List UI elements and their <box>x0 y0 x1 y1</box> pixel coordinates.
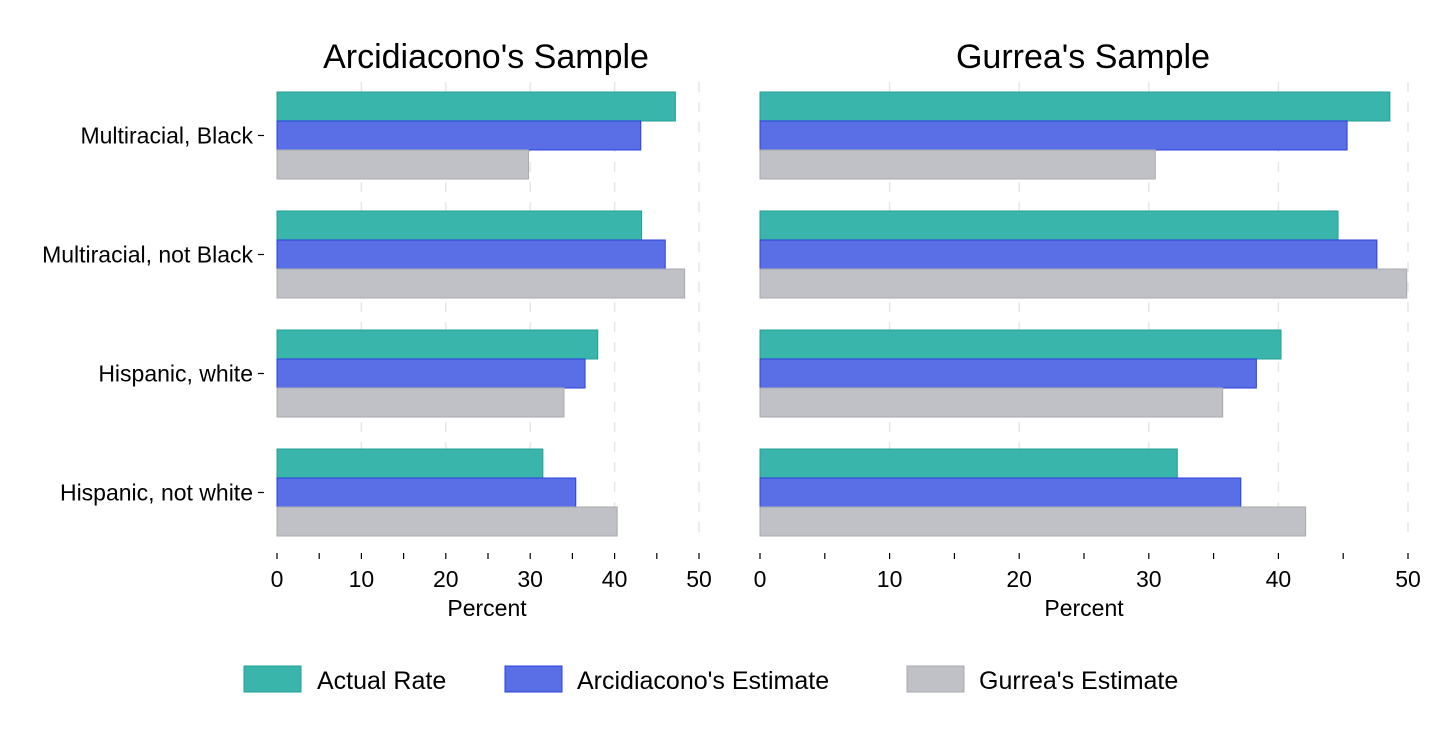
x-tick-label-50: 50 <box>1395 566 1421 592</box>
bar-multiracial-black-gurrea-s-estimate <box>276 149 530 180</box>
legend-label-gurrea-estimate: Gurrea's Estimate <box>979 667 1178 695</box>
legend-swatch-gurrea-estimate <box>906 665 965 693</box>
x-tick-label-10: 10 <box>349 566 375 592</box>
bar-multiracial-not-black-actual-rate <box>276 210 643 241</box>
x-tick-label-30: 30 <box>1136 566 1162 592</box>
bar-hispanic-white-actual-rate <box>759 329 1282 360</box>
legend-swatch-actual-rate <box>243 665 302 693</box>
bar-hispanic-white-gurrea-s-estimate <box>759 387 1224 418</box>
x-tick-label-20: 20 <box>1006 566 1032 592</box>
panel-right-x-axis-title: Percent <box>1044 595 1124 621</box>
bar-hispanic-not-white-gurrea-s-estimate <box>759 506 1307 537</box>
bar-multiracial-black-actual-rate <box>759 91 1391 122</box>
x-tick-label-0: 0 <box>271 566 284 592</box>
legend: Actual Rate Arcidiacono's Estimate Gurre… <box>243 665 1178 695</box>
bar-hispanic-white-actual-rate <box>276 329 599 360</box>
bar-multiracial-not-black-actual-rate <box>759 210 1339 241</box>
bar-multiracial-not-black-arcidiacono-s-estimate <box>276 239 666 270</box>
category-label-multiracial-not-black: Multiracial, not Black <box>42 242 253 268</box>
bar-hispanic-not-white-gurrea-s-estimate <box>276 506 618 537</box>
category-labels: Multiracial, Black Multiracial, not Black… <box>42 123 264 506</box>
bar-hispanic-not-white-actual-rate <box>759 448 1178 479</box>
bar-multiracial-black-actual-rate <box>276 91 676 122</box>
bar-hispanic-not-white-arcidiacono-s-estimate <box>276 477 577 508</box>
bar-hispanic-white-arcidiacono-s-estimate <box>276 358 586 389</box>
legend-label-arcidiacono-estimate: Arcidiacono's Estimate <box>577 667 829 695</box>
panel-left-axis: 0 10 20 30 40 50 <box>271 553 712 592</box>
bar-hispanic-not-white-actual-rate <box>276 448 544 479</box>
bar-multiracial-not-black-gurrea-s-estimate <box>759 268 1408 299</box>
legend-swatch-arcidiacono-estimate <box>504 665 563 693</box>
x-tick-label-0: 0 <box>754 566 767 592</box>
x-tick-label-10: 10 <box>877 566 903 592</box>
panel-right-title: Gurrea's Sample <box>956 38 1210 76</box>
panel-left-bars <box>276 91 686 537</box>
bar-multiracial-not-black-arcidiacono-s-estimate <box>759 239 1378 270</box>
panel-right-bars <box>759 91 1408 537</box>
x-tick-label-20: 20 <box>433 566 459 592</box>
legend-label-actual-rate: Actual Rate <box>317 667 446 695</box>
bar-hispanic-not-white-arcidiacono-s-estimate <box>759 477 1242 508</box>
x-tick-label-30: 30 <box>517 566 543 592</box>
bar-hispanic-white-arcidiacono-s-estimate <box>759 358 1257 389</box>
bar-hispanic-white-gurrea-s-estimate <box>276 387 565 418</box>
bar-multiracial-black-arcidiacono-s-estimate <box>276 120 642 151</box>
panel-left: 0 10 20 30 40 50 Multiracial, BlackMultiracia… <box>42 38 712 621</box>
panel-right-axis: 0 10 20 30 40 50 <box>754 553 1421 592</box>
x-tick-label-40: 40 <box>1266 566 1292 592</box>
panel-left-x-axis-title: Percent <box>447 595 527 621</box>
panel-left-title: Arcidiacono's Sample <box>323 38 649 76</box>
bar-multiracial-not-black-gurrea-s-estimate <box>276 268 686 299</box>
panel-right: 0 10 20 30 40 50 Gurrea's Sample Percent <box>754 38 1421 621</box>
bar-multiracial-black-arcidiacono-s-estimate <box>759 120 1348 151</box>
category-label-multiracial-black: Multiracial, Black <box>80 123 253 149</box>
category-label-hispanic-white: Hispanic, white <box>98 361 253 387</box>
x-tick-label-40: 40 <box>602 566 628 592</box>
category-label-hispanic-not-white: Hispanic, not white <box>60 480 253 506</box>
bar-multiracial-black-gurrea-s-estimate <box>759 149 1156 180</box>
x-tick-label-50: 50 <box>686 566 712 592</box>
